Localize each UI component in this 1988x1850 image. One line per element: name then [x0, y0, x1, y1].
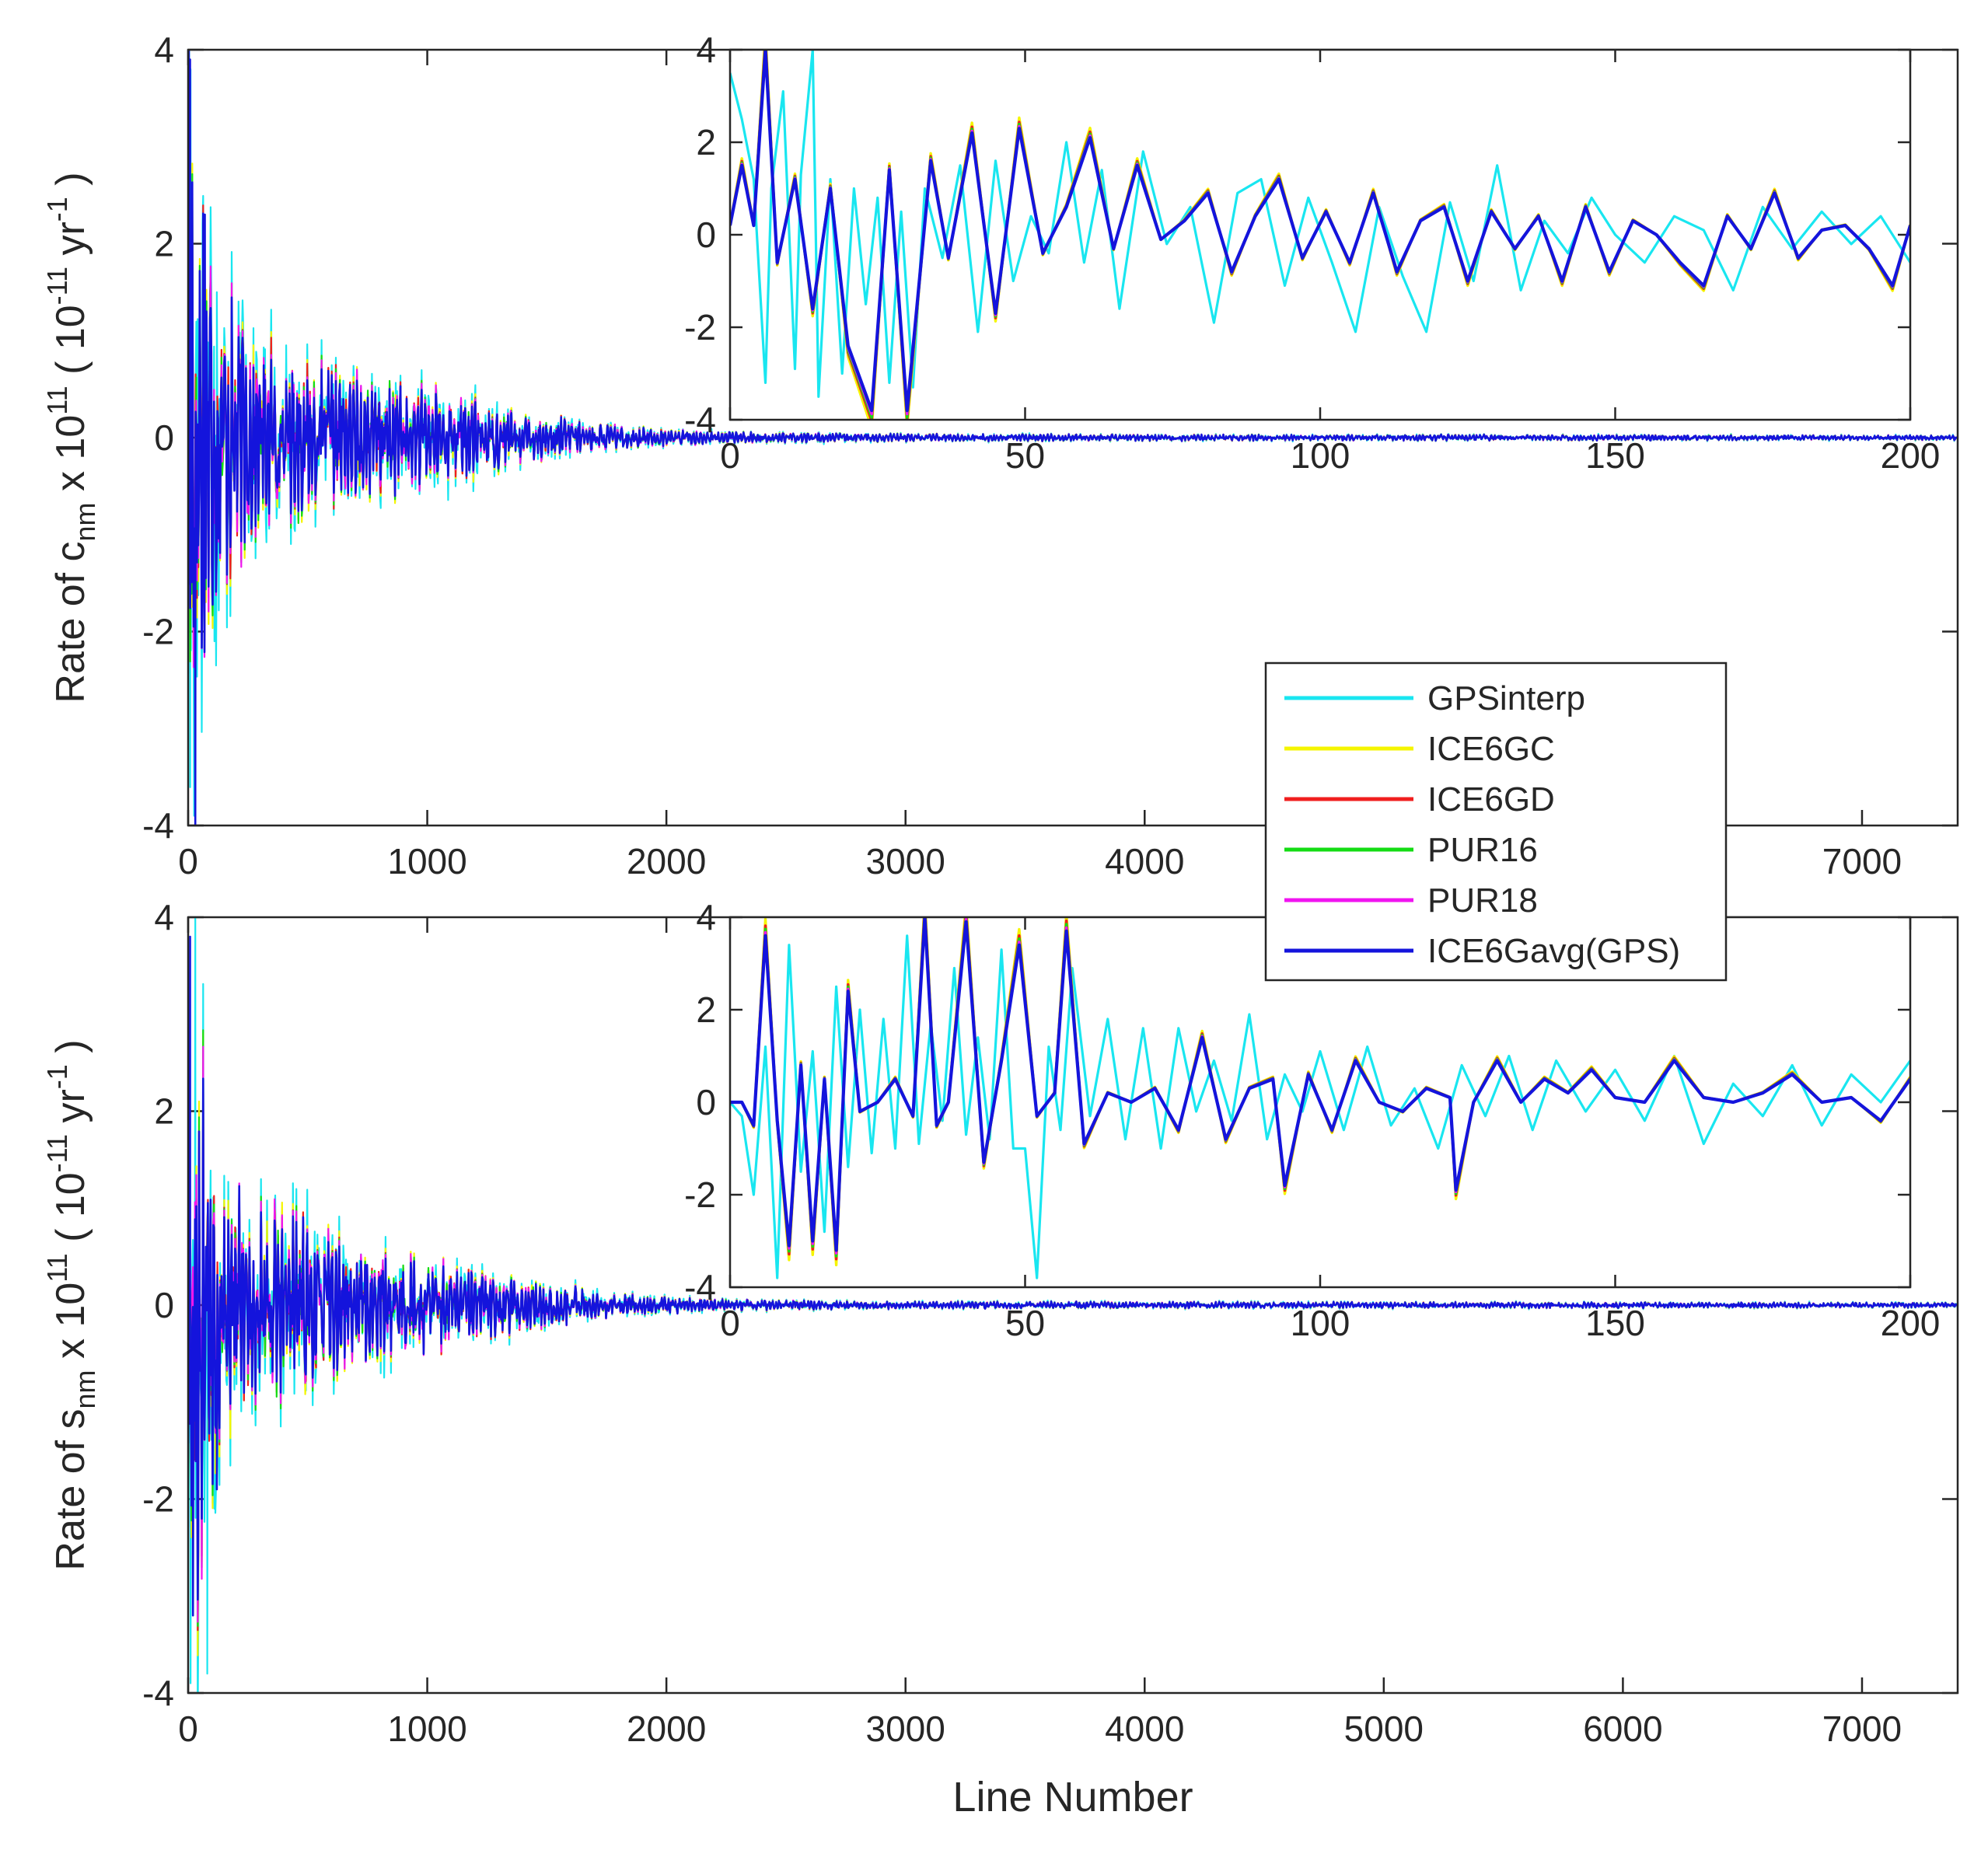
legend-label: PUR16	[1427, 831, 1538, 869]
bottom-main-ytick-label: -4	[142, 1673, 174, 1713]
top-ylabel: Rate of cnm x 1011 ( 10-11 yr-1 )	[41, 172, 101, 703]
top-main-xtick-label: 0	[178, 841, 198, 881]
bottom-inset-xtick-label: 150	[1585, 1303, 1645, 1343]
bottom-inset-ytick-label: 2	[696, 990, 716, 1030]
bottom-inset-xtick-label: 0	[720, 1303, 740, 1343]
bottom-main-xtick-label: 1000	[387, 1709, 466, 1749]
top-inset-xtick-label: 150	[1585, 435, 1645, 476]
top-main-ytick-label: -2	[142, 612, 174, 652]
bottom-ylabel: Rate of snm x 1011 ( 10-11 yr-1 )	[41, 1039, 101, 1570]
top-inset-series-ice6gavg-gps-	[730, 50, 1910, 413]
bottom-main-xtick-label: 4000	[1105, 1709, 1184, 1749]
top-main-series-ice6gavg-gps-	[188, 50, 1958, 826]
top-inset-ytick-label: -2	[684, 307, 716, 347]
bottom-inset-ytick-label: -4	[684, 1267, 716, 1307]
top-inset-ytick-label: 0	[696, 215, 716, 255]
top-inset-xtick-label: 100	[1291, 435, 1350, 476]
bottom-inset-tick-labels: 0 50 100 150 200 -4 -2 0 2 4	[684, 897, 1940, 1343]
bottom-inset-ytick-label: 4	[696, 897, 716, 937]
top-inset-background	[730, 50, 1910, 420]
legend-label: ICE6Gavg(GPS)	[1427, 932, 1680, 970]
top-main-ytick-label: 0	[154, 417, 174, 458]
bottom-main-xtick-label: 5000	[1344, 1709, 1424, 1749]
top-main-ytick-label: 2	[154, 224, 174, 264]
bottom-main-ytick-label: -2	[142, 1479, 174, 1520]
top-inset-series-gpsinterp	[730, 50, 1910, 398]
bottom-inset-ytick-label: 0	[696, 1082, 716, 1122]
top-main-xtick-label: 1000	[387, 841, 466, 881]
bottom-main-plot	[188, 917, 1958, 1693]
top-inset-xtick-label: 0	[720, 435, 740, 476]
top-main-xtick-label: 3000	[866, 841, 945, 881]
bottom-inset-xtick-label: 100	[1291, 1303, 1350, 1343]
bottom-inset-series-ice6gavg-gps-	[730, 917, 1910, 1252]
top-main-xtick-label: 2000	[627, 841, 706, 881]
top-inset-ytick-label: -4	[684, 400, 716, 440]
top-main-xtick-label: 4000	[1105, 841, 1184, 881]
top-main-ytick-label: -4	[142, 805, 174, 846]
bottom-main-ytick-label: 2	[154, 1091, 174, 1132]
bottom-main-xtick-label: 6000	[1583, 1709, 1662, 1749]
bottom-inset-xtick-label: 200	[1881, 1303, 1941, 1343]
bottom-main-xtick-label: 7000	[1822, 1709, 1902, 1749]
legend-label: ICE6GC	[1427, 730, 1555, 768]
top-inset-frame	[728, 48, 1912, 421]
legend-box	[1264, 661, 1728, 982]
legend-label: ICE6GD	[1427, 780, 1555, 819]
top-inset-plot	[730, 50, 1910, 420]
bottom-main-xtick-label: 3000	[866, 1709, 945, 1749]
bottom-main-ytick-label: 0	[154, 1285, 174, 1325]
top-inset-xtick-label: 50	[1005, 435, 1045, 476]
bottom-inset-xtick-label: 50	[1005, 1303, 1045, 1343]
bottom-main-ytick-label: 4	[154, 897, 174, 937]
bottom-main-xtick-label: 2000	[627, 1709, 706, 1749]
top-main-ytick-label: 4	[154, 30, 174, 70]
x-axis-label: Line Number	[952, 1774, 1193, 1820]
top-main-plot	[188, 50, 1958, 826]
top-inset-tick-labels: 0 50 100 150 200 -4 -2 0 2 4	[684, 30, 1940, 476]
top-inset-axes: 0 50 100 150 200 -4 -2 0 2 4	[684, 30, 1940, 476]
bottom-inset-series-gpsinterp	[730, 934, 1910, 1279]
bottom-main-series-ice6gavg-gps-	[188, 935, 1958, 1617]
top-inset-xtick-label: 200	[1881, 435, 1941, 476]
top-inset-series-ice6gc	[730, 50, 1910, 420]
top-main-xtick-label: 7000	[1822, 841, 1902, 881]
bottom-inset-ytick-label: -2	[684, 1175, 716, 1215]
bottom-main-xtick-label: 0	[178, 1709, 198, 1749]
legend-label: GPSinterp	[1427, 679, 1585, 717]
legend-label: PUR18	[1427, 881, 1538, 920]
legend: GPSinterp ICE6GC ICE6GD PUR16 PUR18 ICE6Gavg(…	[1264, 661, 1728, 982]
top-inset-ytick-label: 4	[696, 30, 716, 70]
bottom-inset-plot	[730, 917, 1910, 1279]
top-inset-ytick-label: 2	[696, 122, 716, 162]
legend-items: GPSinterp ICE6GC ICE6GD PUR16 PUR18 ICE6Gavg(…	[1284, 679, 1680, 970]
